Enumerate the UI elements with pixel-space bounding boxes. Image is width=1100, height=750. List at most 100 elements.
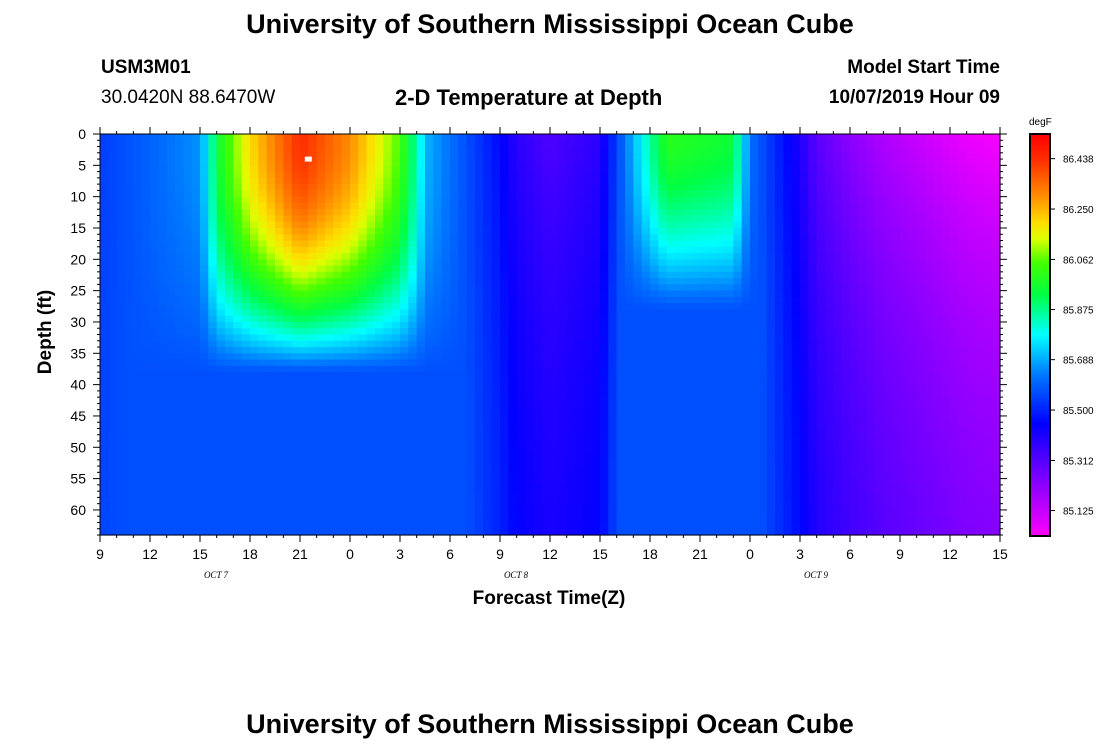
heat-cell (541, 171, 551, 179)
heat-cell (541, 497, 551, 505)
heat-cell (683, 140, 693, 148)
heat-cell (275, 428, 284, 436)
heat-cell (500, 459, 509, 467)
heat-cell (650, 315, 659, 323)
heat-cell (108, 202, 118, 210)
heat-cell (516, 472, 526, 480)
heat-cell (583, 290, 593, 298)
heat-cell (725, 378, 734, 386)
heat-cell (650, 397, 659, 405)
heat-cell (100, 227, 109, 235)
heat-cell (575, 334, 584, 342)
heat-cell (200, 152, 209, 160)
heat-cell (425, 209, 434, 217)
heat-cell (200, 372, 209, 379)
heat-cell (675, 428, 684, 436)
heat-cell (125, 328, 134, 336)
heat-cell (466, 284, 476, 292)
heat-cell (441, 397, 451, 405)
heat-cell (616, 478, 626, 486)
heat-cell (275, 441, 284, 448)
heat-cell (483, 221, 493, 229)
heat-cell (450, 466, 459, 473)
heat-cell (508, 447, 518, 455)
heat-cell (650, 190, 659, 198)
heat-cell (600, 434, 609, 442)
heat-cell (666, 303, 676, 311)
heat-cell (741, 509, 751, 517)
heat-cell (675, 315, 684, 323)
heat-cell (741, 290, 751, 298)
heat-cell (325, 265, 334, 273)
heat-cell (633, 409, 643, 417)
heat-cell (258, 202, 268, 210)
heat-cell (400, 321, 409, 329)
heat-cell (150, 334, 159, 342)
heat-cell (141, 390, 151, 398)
heat-cell (400, 428, 409, 436)
heat-cell (625, 146, 634, 154)
heat-cell (391, 271, 401, 279)
heat-cell (633, 478, 643, 486)
heat-cell (533, 259, 543, 267)
heat-cell (525, 372, 534, 379)
heat-cell (375, 390, 384, 398)
heat-cell (733, 459, 743, 467)
heat-cell (233, 246, 243, 254)
heat-cell (583, 497, 593, 505)
heat-cell (125, 159, 134, 166)
heat-cell (500, 390, 509, 398)
heat-cell (708, 334, 718, 342)
heat-cell (650, 509, 659, 517)
heat-cell (183, 146, 193, 154)
heat-cell (691, 259, 701, 267)
heat-cell (441, 447, 451, 455)
heat-cell (108, 378, 118, 386)
heat-cell (383, 497, 393, 505)
heat-cell (100, 146, 109, 154)
heat-cell (700, 309, 709, 317)
heat-cell (691, 234, 701, 242)
heat-cell (575, 159, 584, 166)
heat-cell (425, 428, 434, 436)
heat-cell (358, 240, 368, 248)
heat-cell (266, 290, 276, 298)
heat-cell (133, 227, 143, 235)
heat-cell (200, 184, 209, 191)
heat-cell (591, 372, 601, 379)
heat-cell (441, 159, 451, 166)
heat-cell (100, 215, 109, 223)
heat-cell (583, 384, 593, 392)
heat-cell (133, 340, 143, 348)
heat-cell (425, 227, 434, 235)
heat-cell (633, 259, 643, 267)
heat-cell (116, 378, 126, 386)
heat-cell (683, 353, 693, 361)
heat-cell (475, 165, 484, 173)
heat-cell (216, 459, 226, 467)
heat-cell (183, 466, 193, 473)
heat-cell (433, 240, 443, 248)
heat-cell (341, 309, 351, 317)
heat-cell (283, 372, 293, 379)
heat-cell (100, 184, 109, 191)
heat-cell (166, 303, 176, 311)
heat-cell (375, 196, 384, 204)
heat-cell (433, 528, 443, 536)
heat-cell (450, 140, 459, 148)
heat-cell (716, 202, 726, 210)
heat-cell (366, 284, 376, 292)
heat-cell (375, 234, 384, 242)
heat-cell (708, 453, 718, 461)
heat-cell (241, 484, 251, 492)
heat-cell (633, 422, 643, 430)
heat-cell (716, 503, 726, 511)
heat-cell (308, 472, 318, 480)
heat-cell (525, 415, 534, 423)
heat-cell (666, 441, 676, 448)
heat-cell (316, 384, 326, 392)
heat-cell (558, 509, 568, 517)
heat-cell (166, 334, 176, 342)
heat-cell (616, 190, 626, 198)
heat-cell (133, 434, 143, 442)
